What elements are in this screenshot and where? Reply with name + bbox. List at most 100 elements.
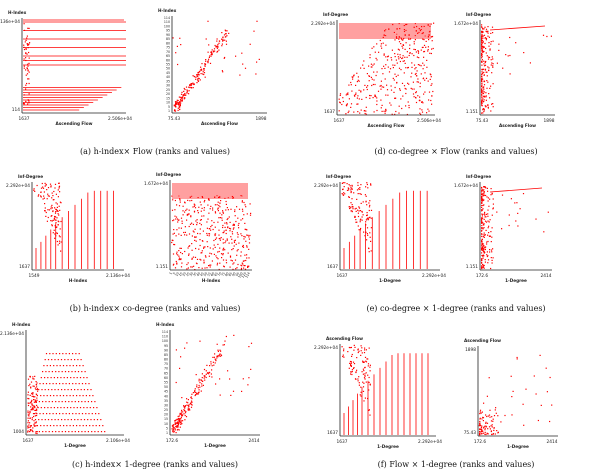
data-point (174, 109, 176, 111)
data-point (246, 257, 248, 259)
data-point (208, 56, 210, 58)
data-point (98, 425, 101, 427)
data-point (224, 36, 226, 38)
data-point (367, 219, 369, 221)
data-point (413, 88, 415, 90)
data-point (191, 243, 193, 245)
upper-envelope-line (489, 25, 546, 31)
data-point (390, 89, 393, 91)
data-point (482, 45, 484, 47)
data-point (419, 29, 421, 32)
data-point (201, 267, 203, 269)
data-point (484, 64, 487, 66)
data-point (82, 365, 84, 367)
data-point (196, 392, 198, 394)
data-point (213, 239, 215, 242)
data-point (368, 206, 371, 208)
data-point (488, 377, 490, 379)
data-point (206, 227, 208, 229)
data-point (193, 205, 195, 207)
data-point (208, 265, 210, 267)
x-tick-label: 2.136e+04 (106, 273, 130, 279)
data-point (484, 186, 486, 188)
data-point (184, 226, 186, 228)
data-point (189, 84, 191, 86)
data-point (481, 47, 483, 49)
data-point (85, 383, 87, 385)
data-point (66, 365, 68, 367)
data-point (68, 431, 70, 433)
data-point (59, 353, 61, 355)
data-point (236, 250, 238, 252)
data-point (51, 215, 53, 217)
data-point (242, 244, 244, 247)
data-point (175, 52, 177, 54)
data-point (350, 373, 352, 375)
data-point (191, 401, 193, 403)
data-point (225, 335, 227, 338)
data-point (54, 219, 56, 221)
data-point (357, 111, 359, 113)
data-point (194, 239, 196, 241)
data-point (414, 73, 416, 75)
data-point (186, 89, 188, 91)
data-point (85, 395, 87, 397)
data-point (481, 27, 484, 29)
data-point (370, 209, 373, 211)
data-point (222, 238, 224, 240)
data-point (389, 102, 391, 104)
data-point (25, 39, 27, 41)
data-point (217, 43, 219, 46)
data-point (39, 413, 41, 415)
data-point (63, 407, 65, 409)
data-point (391, 113, 393, 115)
data-point (55, 202, 57, 204)
data-point (184, 201, 186, 203)
data-point (32, 392, 34, 394)
data-point (240, 264, 242, 266)
data-point (182, 414, 184, 416)
data-point (172, 253, 175, 255)
data-point (180, 266, 183, 268)
data-point (57, 213, 59, 215)
data-point (494, 409, 496, 411)
data-point (180, 258, 182, 260)
data-point (78, 401, 80, 403)
data-point (186, 214, 188, 216)
data-point (249, 43, 251, 45)
data-point (48, 401, 50, 403)
data-point (237, 224, 239, 226)
y-tick-label: 90 (166, 33, 170, 37)
data-point (339, 101, 341, 103)
data-point (172, 199, 174, 201)
data-point (42, 413, 44, 415)
data-point (219, 349, 221, 351)
data-point (77, 389, 79, 391)
data-point (27, 402, 29, 404)
data-point (180, 356, 182, 358)
data-point (481, 227, 483, 229)
data-point (343, 356, 345, 358)
data-point (343, 186, 345, 188)
data-point (382, 36, 384, 39)
data-point (38, 194, 40, 196)
data-point (29, 417, 31, 419)
data-point (359, 188, 361, 190)
data-point (482, 416, 484, 418)
data-point (59, 413, 61, 415)
data-point (69, 395, 71, 397)
data-point (484, 429, 486, 431)
points-group (341, 182, 428, 269)
data-point (363, 377, 366, 379)
data-point (53, 217, 56, 219)
data-point (515, 42, 517, 44)
x-tick-label: 1637 (23, 438, 34, 444)
data-point (216, 38, 218, 40)
data-point (175, 235, 177, 237)
data-point (27, 378, 30, 380)
data-point (58, 235, 60, 237)
data-point (481, 194, 483, 196)
data-point (227, 226, 229, 228)
data-point (348, 346, 350, 349)
data-point (236, 267, 238, 269)
